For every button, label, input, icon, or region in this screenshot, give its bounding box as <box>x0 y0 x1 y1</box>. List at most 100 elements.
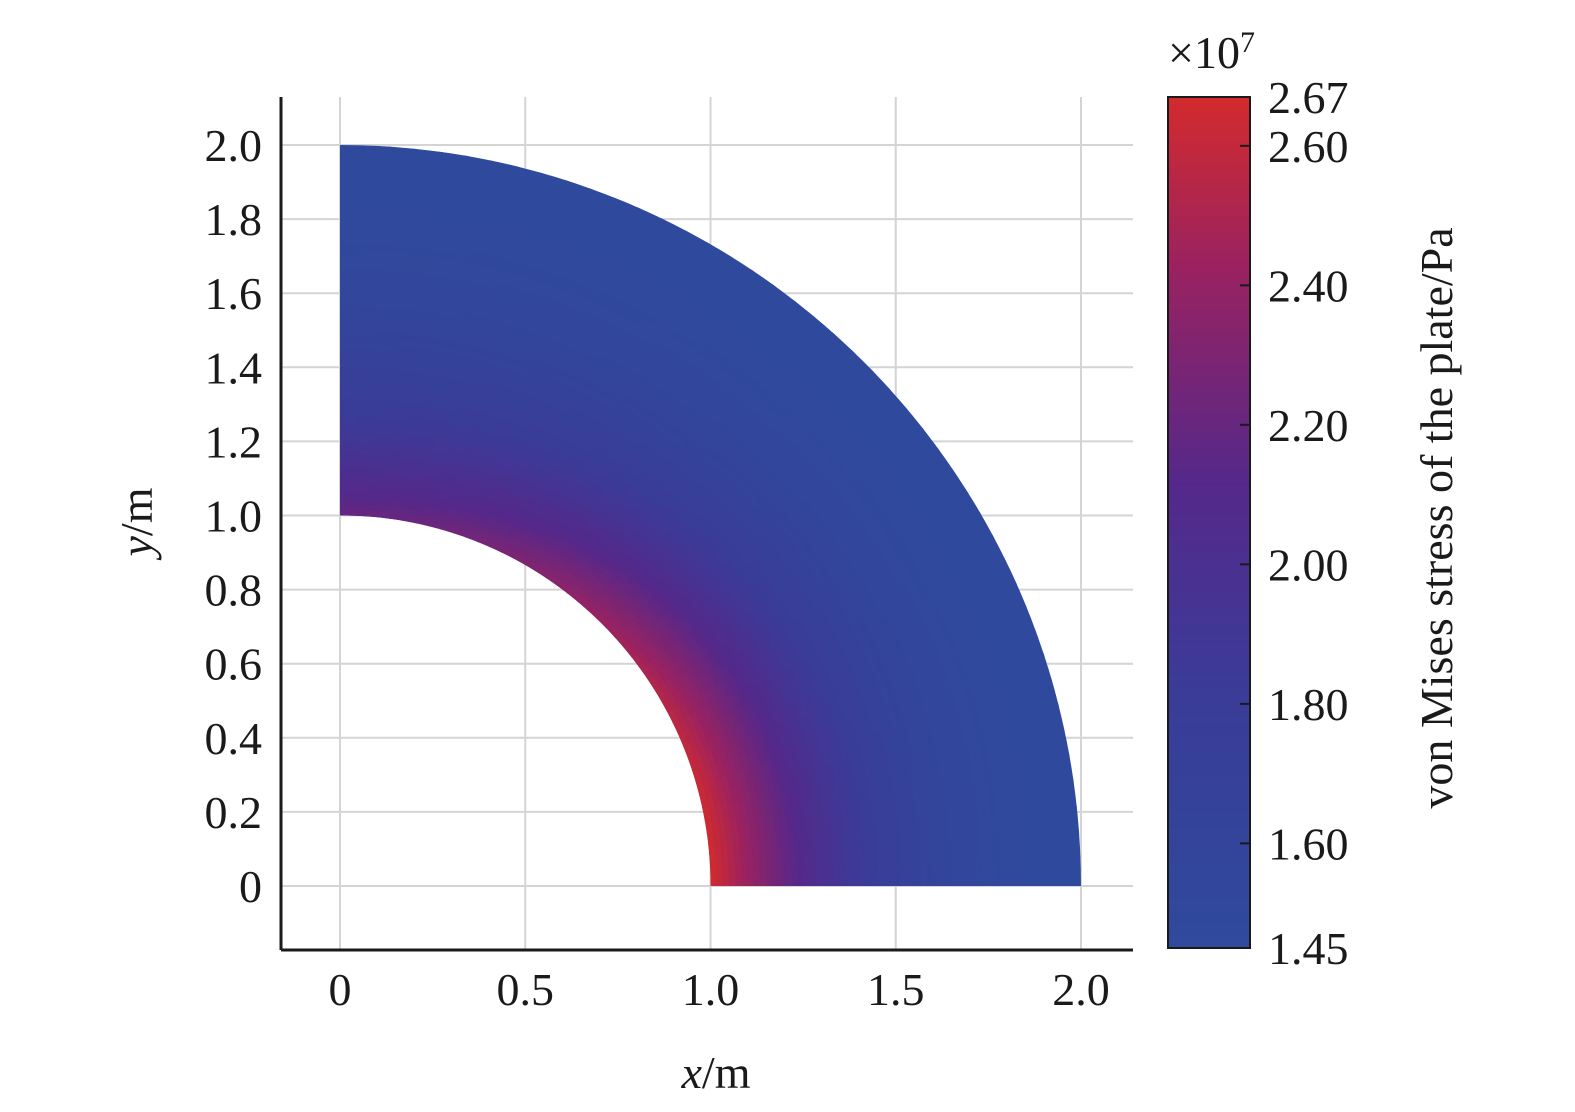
field-cell <box>834 360 863 389</box>
field-cell <box>779 418 806 445</box>
field-cell <box>783 379 811 407</box>
field-cell <box>882 450 909 480</box>
field-cell <box>829 463 855 491</box>
field-cell <box>812 416 839 444</box>
field-cell <box>1072 829 1081 861</box>
field-cell <box>1074 855 1081 886</box>
colorbar-tick-label: 2.67 <box>1268 72 1349 123</box>
y-tick-label: 0.4 <box>205 713 263 764</box>
field-cell <box>761 369 790 395</box>
field-cell <box>764 285 796 312</box>
field-cell <box>828 329 858 358</box>
field-cell <box>843 451 869 480</box>
field-cell <box>817 377 846 406</box>
field-cell <box>757 295 788 322</box>
field-cell <box>805 316 835 345</box>
field-cell <box>791 404 819 432</box>
stress-field <box>340 145 1081 886</box>
field-cell <box>858 469 884 498</box>
field-cell <box>797 326 827 354</box>
field-cell <box>758 334 788 361</box>
field-cell <box>724 378 752 404</box>
field-cell <box>823 438 850 466</box>
field-cell <box>714 355 742 380</box>
field-cell <box>843 481 869 509</box>
field-cell <box>852 377 881 407</box>
field-cell <box>878 388 907 418</box>
field-cell <box>794 434 821 461</box>
field-cell <box>843 351 872 380</box>
field-cell <box>874 392 902 422</box>
field-cell <box>864 400 893 430</box>
field-cell <box>749 383 777 409</box>
field-cell <box>821 373 850 402</box>
field-cell <box>869 396 897 426</box>
field-cell <box>750 305 780 332</box>
y-tick-label: 1.0 <box>205 491 263 542</box>
colorbar-tick-label: 1.60 <box>1268 818 1349 869</box>
field-cell <box>901 435 929 465</box>
field-cell <box>773 354 802 382</box>
field-cell <box>751 344 780 371</box>
field-cell <box>754 412 781 438</box>
x-tick-label: 0.5 <box>497 964 555 1015</box>
field-cell <box>895 407 923 438</box>
field-cell <box>791 370 820 398</box>
field-cell <box>863 465 889 494</box>
field-cell <box>743 354 772 380</box>
field-cell <box>747 349 776 376</box>
field-cell <box>804 391 832 419</box>
field-cell <box>777 310 808 338</box>
field-cell <box>819 442 845 470</box>
field-cell <box>834 395 862 424</box>
field-cell <box>865 365 894 395</box>
field-cell <box>766 398 794 424</box>
colorbar-tick-label: 2.40 <box>1268 260 1349 311</box>
field-cell <box>781 447 807 473</box>
field-cell <box>722 416 748 441</box>
field-cell <box>713 393 740 418</box>
field-cell <box>765 364 794 391</box>
field-cell <box>816 412 844 440</box>
field-cell <box>728 374 756 399</box>
field-cell <box>838 455 865 483</box>
field-cell <box>838 484 864 513</box>
field-cell <box>842 421 869 450</box>
field-cell <box>793 331 823 359</box>
field-cell <box>885 415 913 445</box>
field-cell <box>846 417 874 446</box>
colorbar-ticks: 2.672.60 2.40 2.20 2.00 1.80 1.60 1.45 <box>1240 72 1349 974</box>
field-cell <box>862 435 889 464</box>
field-cell <box>732 369 760 394</box>
field-cell <box>781 305 812 333</box>
field-cell <box>851 413 878 442</box>
y-tick-label: 0.2 <box>205 787 263 838</box>
field-cell <box>783 413 810 440</box>
field-cell <box>830 364 859 393</box>
field-cell <box>799 361 828 389</box>
field-cell <box>853 443 879 472</box>
y-ticks: 0 0.2 0.4 0.6 0.8 1.0 1.2 1.4 1.6 1.8 2.0 <box>205 120 263 912</box>
field-cell <box>787 375 815 402</box>
field-cell <box>735 325 765 351</box>
field-cell <box>755 339 784 366</box>
colorbar-tick-label: 1.45 <box>1268 923 1349 974</box>
field-cell <box>770 320 800 347</box>
colorbar: 2.672.60 2.40 2.20 2.00 1.80 1.60 1.45 ×107 vo… <box>1167 26 1462 974</box>
colorbar-title: von Mises stress of the plate/Pa <box>1411 227 1462 808</box>
field-cell <box>799 429 826 457</box>
field-cell <box>710 360 739 385</box>
field-cell <box>707 365 735 390</box>
field-cell <box>745 388 773 414</box>
field-cell <box>838 355 868 385</box>
field-cell <box>770 393 798 420</box>
field-cell <box>340 145 366 152</box>
field-cell <box>819 500 844 527</box>
field-cell <box>728 335 758 361</box>
field-cell <box>824 467 850 495</box>
field-cell <box>897 438 924 469</box>
field-cell <box>361 145 392 153</box>
field-cell <box>825 403 853 432</box>
field-cell <box>689 390 716 414</box>
